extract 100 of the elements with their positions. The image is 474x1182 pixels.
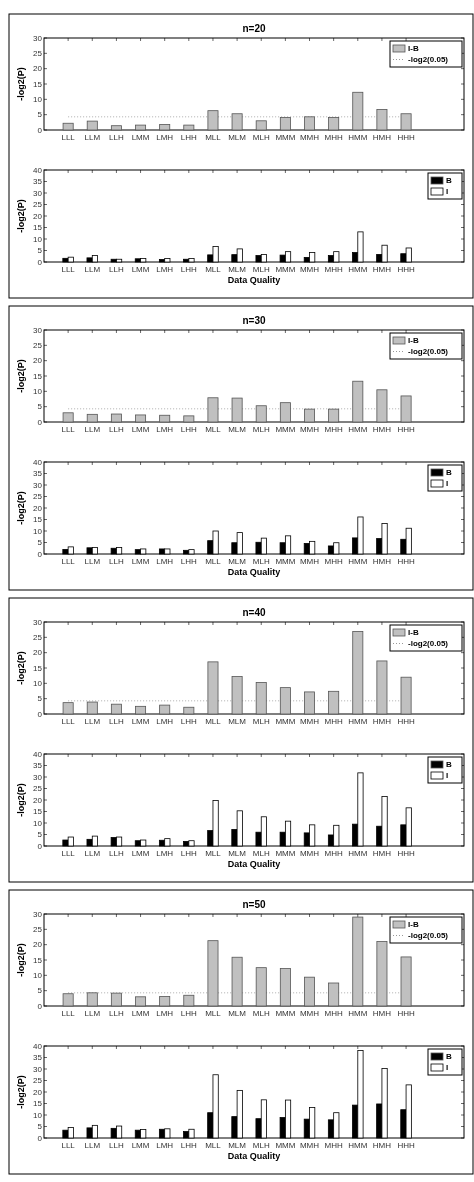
x-tick-label: LLH: [109, 1141, 124, 1150]
y-tick-label: 0: [37, 125, 43, 135]
y-axis-title: -log2(P): [16, 651, 26, 685]
y-tick-label: 40: [33, 165, 43, 175]
y-tick-label: 20: [33, 648, 43, 658]
x-axis-title: Data Quality: [227, 1151, 281, 1161]
x-tick-label: MMM: [275, 425, 296, 434]
y-tick-label: 35: [33, 469, 43, 479]
x-tick-label: HMH: [372, 717, 392, 726]
x-tick-label: MLL: [205, 265, 222, 274]
x-tick-label: LLH: [109, 717, 124, 726]
y-tick-label: 5: [37, 694, 43, 704]
x-tick-label: LMM: [131, 133, 150, 142]
x-tick-label: HMH: [372, 1009, 392, 1018]
x-tick-label: LMH: [156, 557, 174, 566]
x-tick-label: LHH: [180, 265, 198, 274]
x-tick-label: LHH: [180, 1141, 198, 1150]
bar: [255, 120, 267, 131]
legend-label: B: [446, 760, 452, 770]
y-tick-label: 0: [37, 1133, 43, 1143]
y-tick-label: 30: [33, 33, 43, 43]
y-tick-label: 10: [33, 678, 43, 688]
bar: [328, 690, 340, 715]
x-tick-label: HHH: [397, 717, 415, 726]
x-tick-label: HMH: [372, 1141, 392, 1150]
x-tick-label: MMH: [299, 1009, 320, 1018]
x-tick-label: MMM: [275, 849, 296, 858]
bar: [110, 125, 122, 131]
y-tick-label: 5: [37, 402, 43, 412]
bar: [86, 992, 98, 1007]
x-tick-label: MMH: [299, 557, 320, 566]
y-tick-label: 25: [33, 784, 43, 794]
bar: [255, 967, 267, 1007]
y-tick-label: 10: [33, 526, 43, 536]
x-tick-label: HMM: [348, 1141, 368, 1150]
y-tick-label: 15: [33, 663, 43, 673]
x-tick-label: LMM: [131, 265, 150, 274]
x-tick-label: LMM: [131, 717, 150, 726]
bar: [376, 389, 388, 423]
y-tick-label: 30: [33, 188, 43, 198]
bar: [304, 691, 315, 715]
bar: [400, 956, 412, 1007]
x-tick-label: LMM: [131, 849, 150, 858]
bar: [376, 660, 388, 715]
x-tick-label: MMH: [299, 133, 320, 142]
bar: [183, 415, 195, 423]
bar: [304, 116, 315, 131]
y-axis-title: -log2(P): [16, 943, 26, 977]
x-tick-label: HHH: [397, 1141, 415, 1150]
y-tick-label: 40: [33, 749, 43, 759]
y-tick-label: 25: [33, 632, 43, 642]
y-tick-label: 25: [33, 200, 43, 210]
legend-label: B: [446, 176, 452, 186]
bar: [135, 414, 147, 423]
chart-title: n=40: [242, 607, 266, 618]
y-tick-label: 35: [33, 761, 43, 771]
x-tick-label: MMM: [275, 1009, 296, 1018]
y-tick-label: 0: [37, 257, 43, 267]
bar: [255, 405, 267, 423]
y-tick-label: 20: [33, 211, 43, 221]
legend-label: -log2(0.05): [408, 55, 449, 65]
x-tick-label: MLH: [252, 133, 270, 142]
x-axis-title: Data Quality: [227, 567, 281, 577]
y-axis-title: -log2(P): [16, 1075, 26, 1109]
bar: [62, 122, 74, 131]
bar: [352, 91, 364, 131]
y-tick-label: 20: [33, 795, 43, 805]
x-tick-label: MMM: [275, 1141, 296, 1150]
x-tick-label: HMM: [348, 425, 368, 434]
bar: [183, 994, 195, 1007]
y-tick-label: 10: [33, 94, 43, 104]
x-tick-label: LHH: [180, 133, 198, 142]
bar: [207, 110, 219, 131]
x-tick-label: LLL: [61, 557, 76, 566]
y-axis-title: -log2(P): [16, 67, 26, 101]
x-tick-label: MLL: [205, 1141, 222, 1150]
bar: [159, 124, 171, 131]
y-tick-label: 30: [33, 772, 43, 782]
y-tick-label: 10: [33, 970, 43, 980]
bar: [207, 661, 219, 715]
x-tick-label: LHH: [180, 1009, 198, 1018]
y-tick-label: 10: [33, 1110, 43, 1120]
x-tick-label: MLL: [205, 1009, 222, 1018]
x-tick-label: LMH: [156, 425, 174, 434]
x-tick-label: LHH: [180, 717, 198, 726]
x-tick-label: LLL: [61, 133, 76, 142]
x-tick-label: LLH: [109, 1009, 124, 1018]
x-tick-label: MLM: [228, 425, 247, 434]
x-tick-label: MMM: [275, 133, 296, 142]
bar: [110, 703, 122, 715]
x-tick-label: LHH: [180, 849, 198, 858]
legend-label: I-B: [408, 336, 419, 346]
legend-label: -log2(0.05): [408, 639, 449, 649]
bar: [352, 380, 364, 423]
bar: [159, 704, 171, 715]
x-tick-label: LHH: [180, 425, 198, 434]
x-tick-label: LLM: [84, 1141, 101, 1150]
x-tick-label: MLL: [205, 849, 222, 858]
legend-label: I-B: [408, 44, 419, 54]
y-tick-label: 25: [33, 340, 43, 350]
